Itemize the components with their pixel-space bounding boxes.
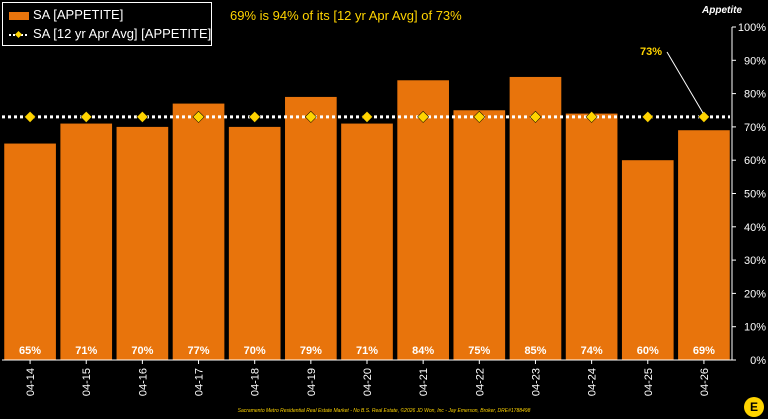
average-marker-04-17 — [192, 110, 205, 123]
average-marker-04-23 — [529, 110, 542, 123]
legend-item-bars: SA [APPETITE] — [9, 7, 123, 22]
bar-04-16 — [116, 126, 169, 361]
data-label-04-17: 77% — [188, 345, 210, 357]
x-tick-label-04-24: 04-24 — [587, 368, 599, 396]
y-tick-label-10%: 10% — [744, 322, 766, 334]
data-label-04-14: 65% — [19, 345, 41, 357]
y-tick-label-40%: 40% — [744, 222, 766, 234]
data-label-04-15: 71% — [75, 345, 97, 357]
x-tick-label-04-20: 04-20 — [362, 368, 374, 396]
bar-04-19 — [285, 96, 337, 361]
bar-04-15 — [60, 123, 113, 360]
legend-item-average: SA [12 yr Apr Avg] [APPETITE] — [9, 26, 211, 41]
brand-logo: E — [744, 397, 764, 417]
average-marker-04-18 — [248, 110, 261, 123]
bar-04-26 — [678, 130, 730, 360]
x-tick-label-04-23: 04-23 — [530, 368, 542, 396]
average-marker-04-26 — [697, 110, 710, 123]
bar-04-20 — [341, 123, 393, 360]
average-marker-04-25 — [641, 110, 654, 123]
y-tick-label-100%: 100% — [738, 22, 766, 34]
bar-04-17 — [172, 103, 225, 360]
x-tick-label-04-25: 04-25 — [643, 368, 655, 396]
y-tick-label-50%: 50% — [744, 189, 766, 201]
y-tick-label-30%: 30% — [744, 255, 766, 267]
x-tick-label-04-14: 04-14 — [25, 368, 37, 396]
legend-line-swatch — [9, 30, 29, 40]
bar-04-24 — [565, 113, 618, 360]
y-tick-label-90%: 90% — [744, 55, 766, 67]
x-tick-label-04-17: 04-17 — [194, 368, 206, 396]
bar-04-14 — [4, 143, 56, 360]
x-tick-label-04-22: 04-22 — [474, 368, 486, 396]
y-tick-label-20%: 20% — [744, 288, 766, 300]
x-tick-label-04-15: 04-15 — [81, 368, 93, 396]
average-marker-04-22 — [473, 110, 486, 123]
x-tick-label-04-19: 04-19 — [306, 368, 318, 396]
data-label-04-23: 85% — [524, 345, 546, 357]
x-tick-label-04-18: 04-18 — [250, 368, 262, 396]
y-tick-label-80%: 80% — [744, 89, 766, 101]
y-axis-title: Appetite — [702, 5, 742, 16]
annotation-label: 73% — [640, 46, 662, 58]
legend-label-average: SA [12 yr Apr Avg] [APPETITE] — [33, 26, 212, 41]
data-label-04-21: 84% — [412, 345, 434, 357]
x-tick-label-04-26: 04-26 — [699, 368, 711, 396]
y-tick-label-0%: 0% — [750, 355, 766, 367]
data-label-04-20: 71% — [356, 345, 378, 357]
data-label-04-26: 69% — [693, 345, 715, 357]
average-marker-04-15 — [80, 110, 93, 123]
data-label-04-25: 60% — [637, 345, 659, 357]
bar-04-23 — [509, 76, 562, 360]
y-tick-label-70%: 70% — [744, 122, 766, 134]
footer-credit: Sacramento Metro Residential Real Estate… — [237, 408, 531, 414]
bar-04-25 — [621, 160, 674, 360]
x-tick-label-04-21: 04-21 — [418, 368, 430, 396]
legend-label-bars: SA [APPETITE] — [33, 7, 124, 22]
bar-04-21 — [397, 80, 449, 360]
data-label-04-18: 70% — [244, 345, 266, 357]
average-marker-04-16 — [136, 110, 149, 123]
data-label-04-24: 74% — [581, 345, 603, 357]
average-marker-04-19 — [304, 110, 317, 123]
y-tick-label-60%: 60% — [744, 155, 766, 167]
average-marker-04-21 — [417, 110, 430, 123]
annotation-leader — [666, 51, 704, 114]
x-tick-label-04-16: 04-16 — [137, 368, 149, 396]
bar-04-18 — [228, 126, 281, 361]
bar-04-22 — [453, 110, 506, 360]
data-label-04-22: 75% — [468, 345, 490, 357]
data-label-04-16: 70% — [131, 345, 153, 357]
average-marker-04-24 — [585, 110, 598, 123]
legend: SA [APPETITE] SA [12 yr Apr Avg] [APPETI… — [2, 2, 212, 46]
average-marker-04-14 — [24, 110, 37, 123]
chart-title: 69% is 94% of its [12 yr Apr Avg] of 73% — [230, 8, 462, 23]
legend-bar-swatch — [9, 11, 29, 20]
data-label-04-19: 79% — [300, 345, 322, 357]
average-marker-04-20 — [360, 110, 374, 123]
